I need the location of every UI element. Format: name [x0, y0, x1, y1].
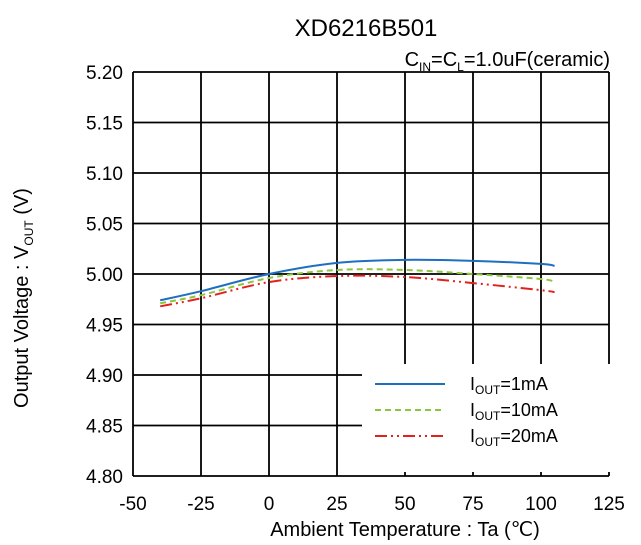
chart-title: XD6216B501	[295, 15, 438, 42]
series-lines	[159, 258, 555, 308]
y-tick-label: 5.00	[86, 265, 123, 286]
x-tick-label: 25	[326, 494, 347, 515]
y-tick-label: 5.10	[86, 164, 123, 185]
x-tick-label: 50	[394, 494, 415, 515]
x-tick-label: 75	[462, 494, 483, 515]
subtitle-suffix: =1.0uF(ceramic)	[464, 49, 610, 71]
y-tick-label: 5.05	[86, 215, 123, 236]
subtitle-mid: =C	[431, 49, 457, 71]
y-tick-label: 4.80	[86, 467, 123, 488]
subtitle-prefix: C	[405, 49, 419, 71]
legend-label-1: IOUT=1mA	[470, 374, 548, 397]
y-tick-label: 4.95	[86, 316, 123, 337]
x-tick-label: 100	[525, 494, 557, 515]
legend-label-3: IOUT=20mA	[470, 426, 558, 449]
subtitle-sub-in: IN	[419, 60, 431, 74]
legend-background	[362, 364, 612, 472]
series-line-2	[160, 268, 555, 305]
y-tick-label: 5.20	[86, 63, 123, 84]
y-axis-label-prefix: Output Voltage : V	[11, 245, 33, 408]
y-axis-label-suffix: (V)	[11, 188, 33, 220]
subtitle-sub-l: L	[457, 60, 464, 74]
series-line-3	[160, 274, 555, 308]
chart-subtitle: CIN=CL=1.0uF(ceramic)	[405, 49, 610, 74]
x-axis-label: Ambient Temperature : Ta (℃)	[270, 519, 540, 541]
x-tick-label: 125	[593, 494, 625, 515]
y-tick-label: 4.90	[86, 366, 123, 387]
x-tick-label: -50	[119, 494, 146, 515]
y-tick-label: 5.15	[86, 114, 123, 135]
legend-label-2: IOUT=10mA	[470, 400, 558, 423]
legend: IOUT=1mA IOUT=10mA IOUT=20mA	[362, 364, 612, 472]
series-line-1	[159, 258, 555, 302]
y-axis-label: Output Voltage : VOUT (V)	[11, 188, 36, 408]
y-tick-labels: 5.20 5.15 5.10 5.05 5.00 4.95 4.90 4.85 4.80	[86, 63, 123, 488]
x-tick-label: -25	[187, 494, 214, 515]
x-tick-labels: -50 -25 0 25 50 75 100 125	[119, 494, 625, 515]
y-axis-label-sub: OUT	[22, 220, 36, 246]
x-tick-label: 0	[264, 494, 275, 515]
y-tick-label: 4.85	[86, 417, 123, 438]
